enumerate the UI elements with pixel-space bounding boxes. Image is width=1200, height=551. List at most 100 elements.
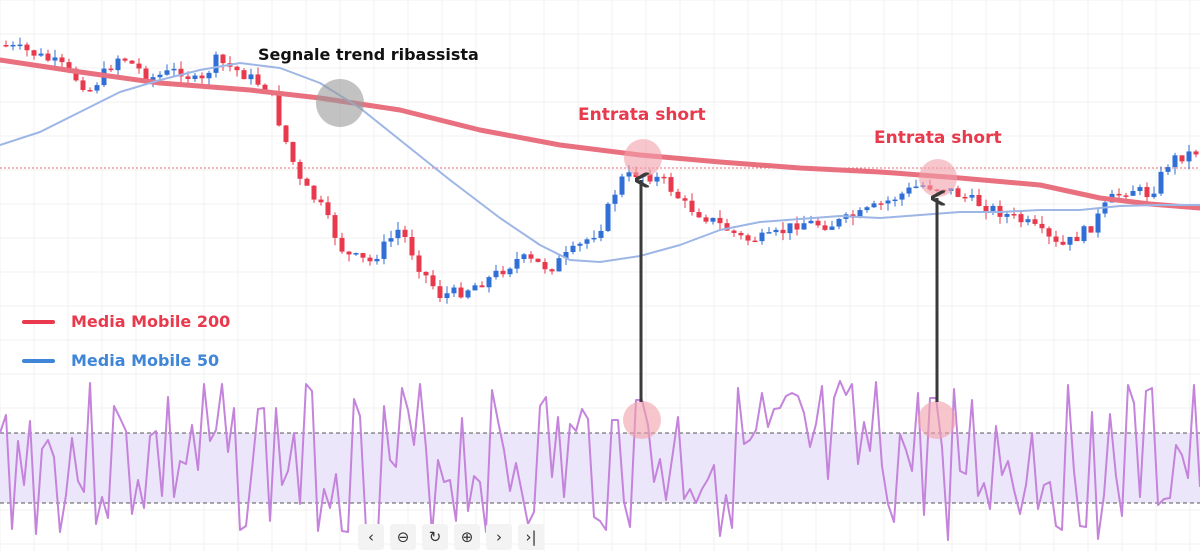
candle-body [822,225,828,230]
candle-body [570,245,576,253]
candle-body [878,203,884,205]
candle-body [1158,171,1164,194]
candle-body [605,203,611,231]
candle-body [1067,236,1073,245]
candle-body [367,257,373,262]
candle-body [794,223,800,230]
candle-body [248,74,254,80]
candle-body [542,261,548,270]
candle-body [283,125,289,143]
legend-ma50: Media Mobile 50 [22,351,219,370]
candle-body [1088,226,1094,233]
candle-body [1095,213,1101,233]
candle-body [339,237,345,252]
candle-body [325,202,331,216]
ma50-swatch [22,358,55,363]
reset-icon[interactable]: ↻ [422,524,448,550]
zoom-out-icon[interactable]: ⊖ [390,524,416,550]
candle-body [612,194,618,204]
candle-body [955,188,961,197]
crossover-highlight [316,79,364,127]
candle-body [1193,151,1199,155]
candle-body [731,230,737,233]
candle-body [1130,191,1136,196]
candle-body [773,229,779,233]
candle-body [1039,223,1045,229]
candle-body [332,215,338,238]
candle-body [17,44,23,47]
candle-body [710,217,716,222]
candle-body [1137,187,1143,192]
candle-body [906,187,912,194]
candle-body [808,220,814,224]
candle-body [689,200,695,213]
candle-body [661,176,667,179]
candle-body [969,195,975,198]
candle-body [654,176,660,182]
candle-body [73,68,79,81]
candle-body [668,177,674,192]
candle-body [199,75,205,79]
candle-body [717,217,723,224]
candle-body [1032,219,1038,224]
candle-body [598,230,604,238]
candle-body [241,70,247,80]
candle-body [381,241,387,259]
candle-body [500,270,506,275]
candle-body [311,185,317,200]
candle-body [213,54,219,73]
candle-body [1179,155,1185,162]
candle-body [976,195,982,207]
legend-ma200: Media Mobile 200 [22,312,230,331]
candle-body [829,226,835,230]
candle-body [94,85,100,91]
candle-body [353,253,359,255]
candle-body [234,66,240,71]
go-to-end-icon[interactable]: ›| [518,524,544,550]
candle-body [31,50,37,56]
chevron-right-icon[interactable]: › [486,524,512,550]
candle-body [535,258,541,262]
ma200-legend-label: Media Mobile 200 [71,312,231,331]
candle-body [1186,151,1192,162]
candle-body [1165,167,1171,172]
entry-highlight-2 [919,159,957,197]
candle-body [80,80,86,90]
candle-body [164,70,170,75]
candle-body [346,251,352,255]
entry-highlight-1 [624,139,662,177]
candle-body [423,271,429,276]
candle-body [752,240,758,243]
rsi-band [0,433,1200,503]
candle-body [136,63,142,69]
rsi-highlight-1 [623,401,661,439]
candle-body [584,239,590,244]
candle-body [206,72,212,79]
zoom-in-icon[interactable]: ⊕ [454,524,480,550]
candle-body [1011,214,1017,216]
candle-body [318,199,324,203]
candle-body [990,205,996,212]
candle-body [591,237,597,240]
candle-body [122,58,128,61]
candle-body [220,54,226,64]
candle-body [675,191,681,199]
candle-body [465,290,471,298]
candle-body [10,44,16,47]
candle-body [528,254,534,259]
candle-body [297,161,303,179]
candle-body [1046,228,1052,237]
chevron-left-icon[interactable]: ‹ [358,524,384,550]
chart-toolbar: ‹ ⊖ ↻ ⊕ › ›| [358,524,544,550]
candle-body [857,210,863,218]
candle-body [129,60,135,64]
candle-body [374,258,380,262]
candle-body [388,238,394,242]
candle-body [409,236,415,256]
candle-body [801,223,807,230]
candle-body [892,199,898,202]
candlesticks [3,37,1199,304]
candle-body [1151,193,1157,198]
candle-body [157,74,163,78]
